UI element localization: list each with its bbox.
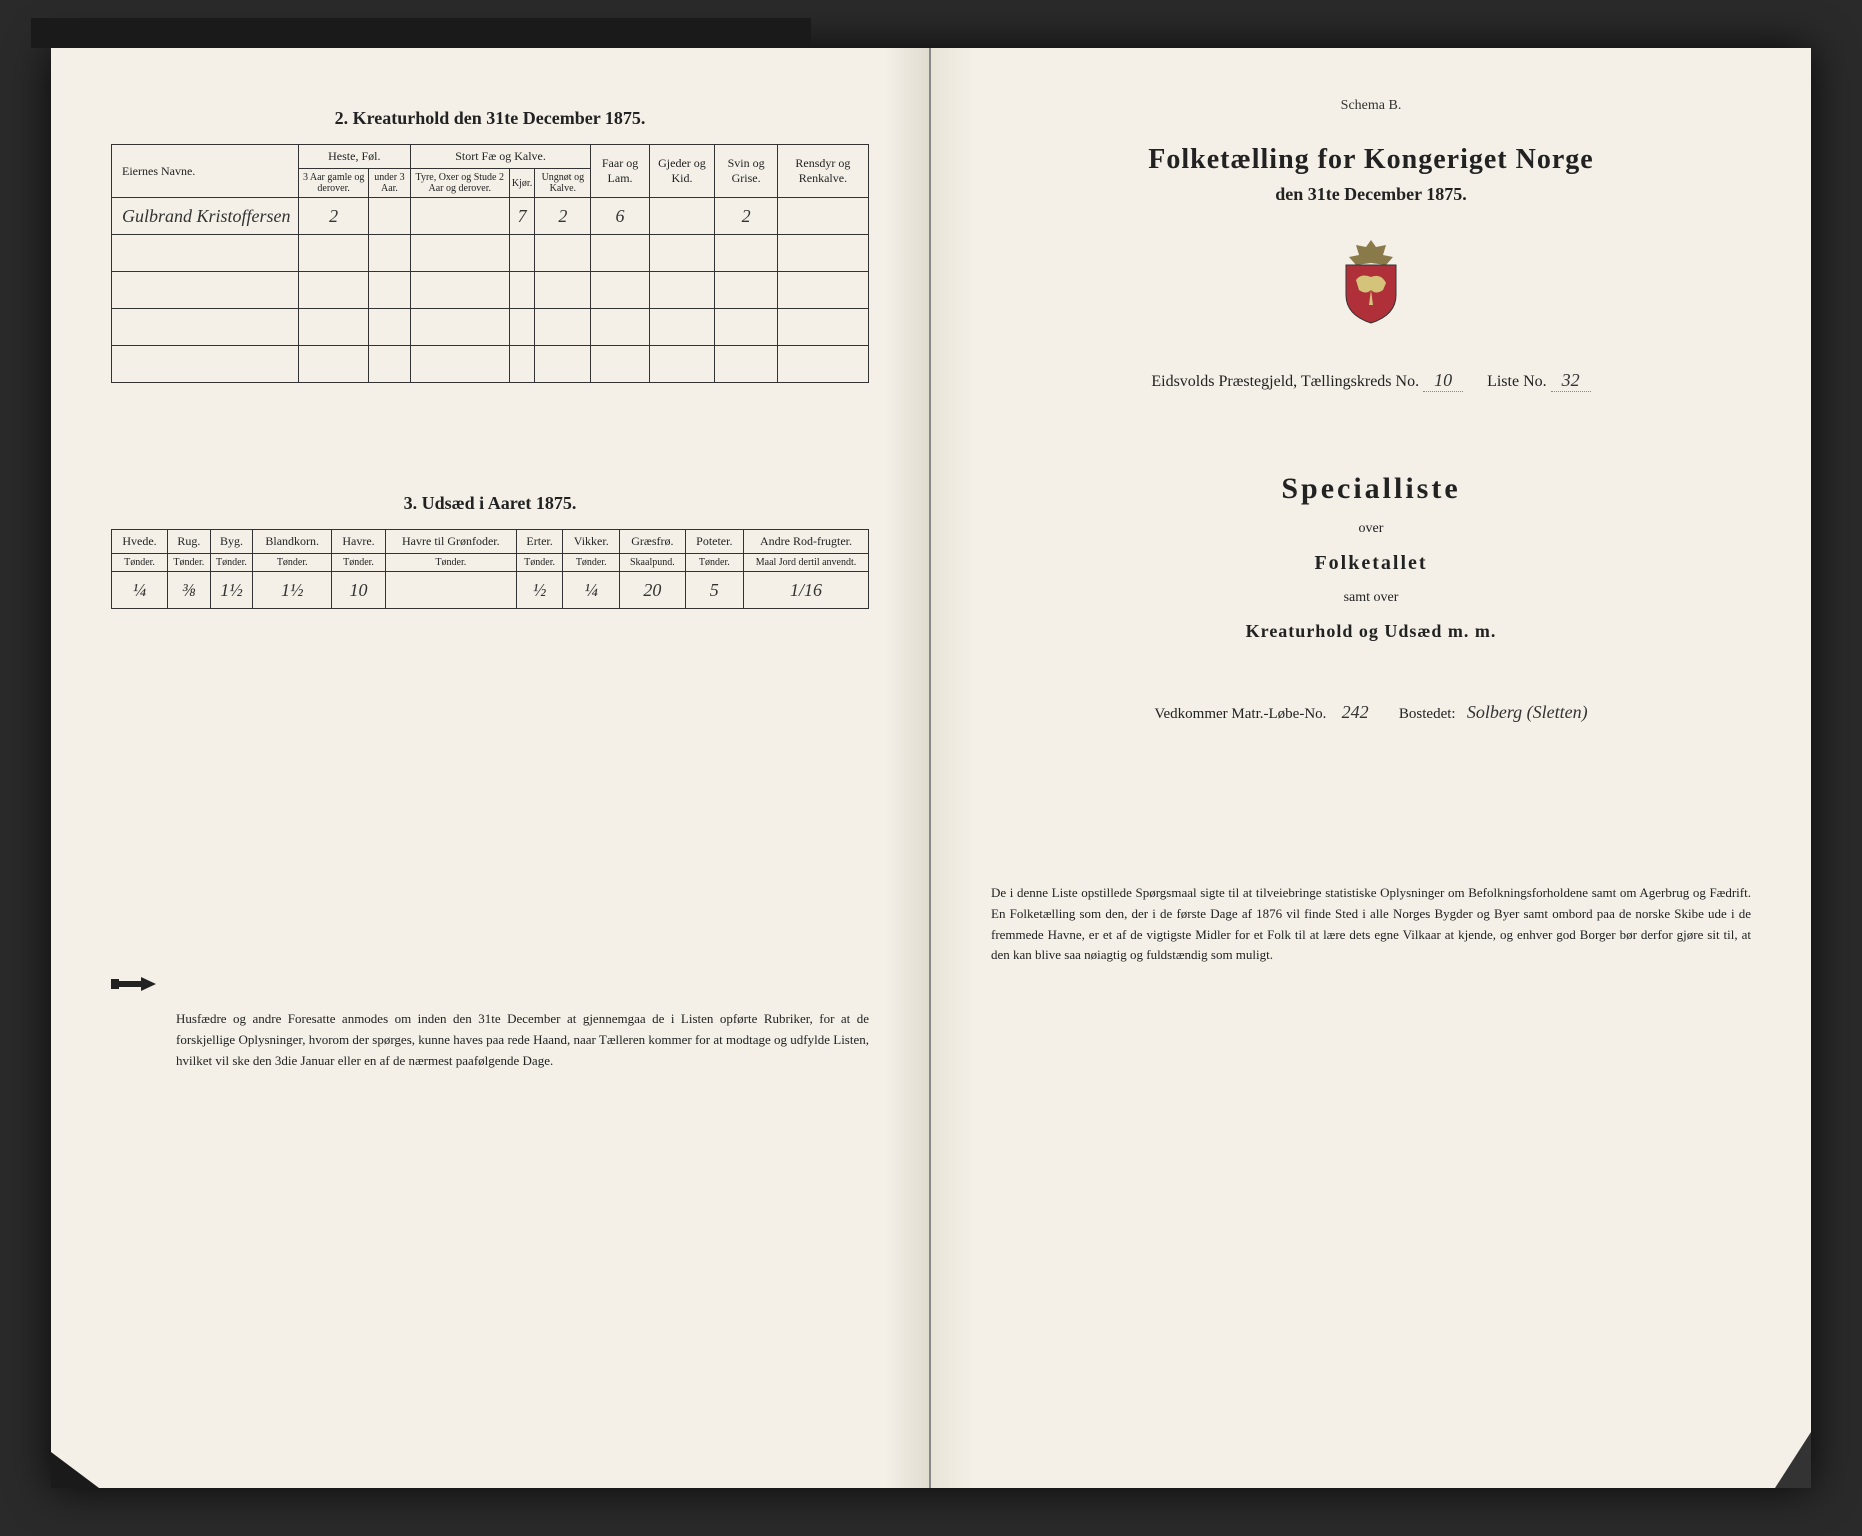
liste-no: 32 bbox=[1551, 370, 1591, 392]
matr-no: 242 bbox=[1330, 702, 1380, 723]
unit: Tønder. bbox=[385, 554, 516, 572]
unit: Maal Jord dertil anvendt. bbox=[744, 554, 869, 572]
cell: 2 bbox=[299, 198, 369, 235]
specialliste-title: Specialliste bbox=[991, 472, 1751, 506]
cell: 6 bbox=[591, 198, 649, 235]
samt-text: samt over bbox=[991, 590, 1751, 606]
cell: 10 bbox=[332, 572, 386, 609]
cell: 7 bbox=[509, 198, 534, 235]
cell: 2 bbox=[535, 198, 591, 235]
left-page: 2. Kreaturhold den 31te December 1875. E… bbox=[51, 48, 931, 1488]
folketallet: Folketallet bbox=[991, 552, 1751, 575]
h-andre: Andre Rod-frugter. bbox=[744, 530, 869, 554]
cell bbox=[385, 572, 516, 609]
cell: ⅜ bbox=[168, 572, 211, 609]
col-svin: Svin og Grise. bbox=[715, 145, 778, 198]
table-row bbox=[112, 235, 869, 272]
unit: Tønder. bbox=[253, 554, 332, 572]
table-row bbox=[112, 309, 869, 346]
cell: ½ bbox=[516, 572, 563, 609]
sub-heste2: under 3 Aar. bbox=[369, 169, 410, 198]
h-havre-gron: Havre til Grønfoder. bbox=[385, 530, 516, 554]
unit: Tønder. bbox=[112, 554, 168, 572]
table-row: Gulbrand Kristoffersen 2 7 2 6 2 bbox=[112, 198, 869, 235]
h-vikker: Vikker. bbox=[563, 530, 620, 554]
col-heste-group: Heste, Føl. bbox=[299, 145, 411, 169]
h-graesfro: Græsfrø. bbox=[620, 530, 685, 554]
right-page: Schema B. Folketælling for Kongeriget No… bbox=[931, 48, 1811, 1488]
page-corner bbox=[51, 1428, 131, 1488]
unit: Tønder. bbox=[210, 554, 253, 572]
table-row bbox=[112, 346, 869, 383]
cell: ¼ bbox=[563, 572, 620, 609]
unit: Tønder. bbox=[168, 554, 211, 572]
scanner-bar bbox=[31, 18, 811, 48]
col-faar: Faar og Lam. bbox=[591, 145, 649, 198]
sub-stort3: Ungnøt og Kalve. bbox=[535, 169, 591, 198]
table-row bbox=[112, 272, 869, 309]
cell: ¼ bbox=[112, 572, 168, 609]
h-byg: Byg. bbox=[210, 530, 253, 554]
over-text: over bbox=[991, 521, 1751, 537]
sub-stort2: Kjør. bbox=[509, 169, 534, 198]
kreds-no: 10 bbox=[1423, 370, 1463, 392]
h-hvede: Hvede. bbox=[112, 530, 168, 554]
cell bbox=[369, 198, 410, 235]
footer-right-text: De i denne Liste opstillede Spørgsmaal s… bbox=[991, 883, 1751, 966]
udsaed-table: Hvede. Rug. Byg. Blandkorn. Havre. Havre… bbox=[111, 529, 869, 609]
cell: 2 bbox=[715, 198, 778, 235]
matr-line: Vedkommer Matr.-Løbe-No. 242 Bostedet: S… bbox=[991, 702, 1751, 723]
book-spread: 2. Kreaturhold den 31te December 1875. E… bbox=[51, 48, 1811, 1488]
table-row: ¼ ⅜ 1½ 1½ 10 ½ ¼ 20 5 1/16 bbox=[112, 572, 869, 609]
sub-heste1: 3 Aar gamle og derover. bbox=[299, 169, 369, 198]
page-corner bbox=[1751, 1408, 1811, 1488]
section3-title: 3. Udsæd i Aaret 1875. bbox=[111, 493, 869, 514]
bostedet: Solberg (Sletten) bbox=[1467, 702, 1588, 723]
schema-label: Schema B. bbox=[991, 98, 1751, 114]
col-stort-group: Stort Fæ og Kalve. bbox=[410, 145, 591, 169]
cell: 5 bbox=[685, 572, 743, 609]
h-erter: Erter. bbox=[516, 530, 563, 554]
kreatur-line: Kreaturhold og Udsæd m. m. bbox=[991, 621, 1751, 642]
parish-line: Eidsvolds Præstegjeld, Tællingskreds No.… bbox=[991, 370, 1751, 392]
cell bbox=[410, 198, 509, 235]
owner-name: Gulbrand Kristoffersen bbox=[112, 198, 299, 235]
col-gjeder: Gjeder og Kid. bbox=[649, 145, 715, 198]
date-line: den 31te December 1875. bbox=[991, 184, 1751, 205]
h-rug: Rug. bbox=[168, 530, 211, 554]
pointing-hand-icon bbox=[111, 969, 161, 1004]
liste-label: Liste No. bbox=[1487, 373, 1547, 390]
bostedet-label: Bostedet: bbox=[1399, 706, 1456, 722]
col-rensdyr: Rensdyr og Renkalve. bbox=[777, 145, 868, 198]
unit: Tønder. bbox=[516, 554, 563, 572]
cell: 20 bbox=[620, 572, 685, 609]
matr-label: Vedkommer Matr.-Løbe-No. bbox=[1154, 706, 1326, 722]
unit: Skaalpund. bbox=[620, 554, 685, 572]
unit: Tønder. bbox=[685, 554, 743, 572]
col-eiernes: Eiernes Navne. bbox=[112, 145, 299, 198]
cell: 1½ bbox=[253, 572, 332, 609]
unit: Tønder. bbox=[563, 554, 620, 572]
cell: 1½ bbox=[210, 572, 253, 609]
cell: 1/16 bbox=[744, 572, 869, 609]
sub-stort1: Tyre, Oxer og Stude 2 Aar og derover. bbox=[410, 169, 509, 198]
h-havre: Havre. bbox=[332, 530, 386, 554]
h-poteter: Poteter. bbox=[685, 530, 743, 554]
parish-label: Eidsvolds Præstegjeld, Tællingskreds No. bbox=[1151, 373, 1419, 390]
coat-of-arms-icon bbox=[991, 235, 1751, 330]
h-blandkorn: Blandkorn. bbox=[253, 530, 332, 554]
section2-title: 2. Kreaturhold den 31te December 1875. bbox=[111, 108, 869, 129]
main-title: Folketælling for Kongeriget Norge bbox=[991, 144, 1751, 176]
cell bbox=[649, 198, 715, 235]
unit: Tønder. bbox=[332, 554, 386, 572]
footer-left-block: Husfædre og andre Foresatte anmodes om i… bbox=[111, 969, 869, 1071]
cell bbox=[777, 198, 868, 235]
kreaturhold-table: Eiernes Navne. Heste, Føl. Stort Fæ og K… bbox=[111, 144, 869, 383]
footer-left-text: Husfædre og andre Foresatte anmodes om i… bbox=[176, 1009, 869, 1071]
